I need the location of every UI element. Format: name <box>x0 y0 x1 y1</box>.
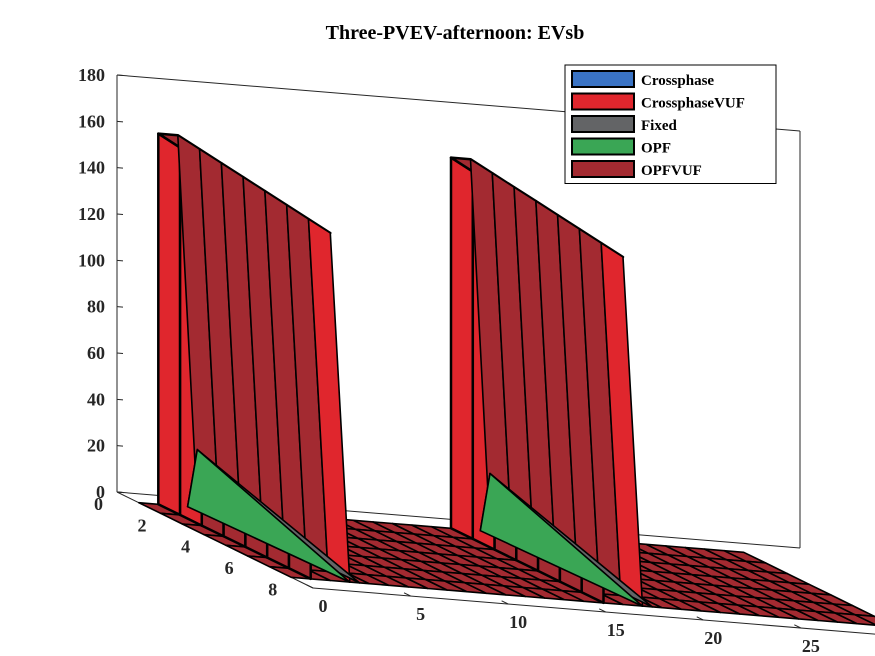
x-tick-mark <box>696 616 704 621</box>
x-tick-mark <box>403 592 411 597</box>
z-tick-mark <box>116 352 124 354</box>
z-tick-mark <box>116 74 124 76</box>
z-tick-label: 160 <box>78 111 105 131</box>
z-tick-label: 60 <box>87 343 105 363</box>
y-tick-label: 2 <box>138 515 147 535</box>
y-tick-label: 0 <box>94 494 103 514</box>
z-tick-mark <box>116 398 124 401</box>
legend-label: Crossphase <box>641 73 714 89</box>
legend-swatch <box>571 92 635 111</box>
x-tick-label: 15 <box>607 620 625 640</box>
surface-spike <box>479 472 654 608</box>
surface-wall-panel <box>449 156 475 541</box>
z-tick-label: 120 <box>78 204 105 224</box>
legend-label: OPF <box>641 141 671 157</box>
z-tick-label: 20 <box>87 436 105 456</box>
z-axis-tick-labels: 0 20 40 60 80 100 120 140 160 180 <box>78 65 124 502</box>
y-tick-label: 6 <box>225 558 234 578</box>
y-tick-mark <box>116 491 125 494</box>
surface-spike-front <box>479 472 644 607</box>
x-tick-mark <box>501 600 509 605</box>
x-tick-label: 10 <box>509 612 527 632</box>
y-tick-label: 8 <box>268 579 277 599</box>
x-tick-label: 25 <box>802 636 820 656</box>
axis-line <box>312 587 875 635</box>
y-tick-label: 4 <box>181 537 190 557</box>
legend-swatch <box>571 115 635 133</box>
legend-swatch <box>571 137 635 156</box>
z-tick-label: 0 <box>96 482 105 502</box>
surface-wall <box>449 156 644 607</box>
z-tick-label: 40 <box>87 389 105 409</box>
surface-spike <box>186 448 361 584</box>
surface-floor-cell <box>854 613 875 626</box>
surface-plot <box>138 132 875 626</box>
legend: Crossphase CrossphaseVUF Fixed OPF OPFVUF <box>564 64 777 184</box>
z-tick-label: 100 <box>78 250 105 270</box>
z-tick-label: 180 <box>78 65 105 85</box>
z-tick-mark <box>116 306 124 308</box>
z-tick-mark <box>116 445 124 447</box>
z-tick-mark <box>116 167 124 169</box>
legend-label: Fixed <box>641 118 677 134</box>
z-tick-mark <box>116 213 124 215</box>
legend-label: CrossphaseVUF <box>641 96 745 112</box>
surface-spike-front <box>186 448 351 583</box>
x-tick-mark <box>598 608 606 613</box>
legend-swatch <box>571 160 635 178</box>
x-tick-label: 5 <box>416 604 425 624</box>
z-tick-mark <box>116 120 124 123</box>
surface-wall-panel <box>157 132 182 517</box>
z-tick-label: 140 <box>78 158 105 178</box>
z-tick-mark <box>116 259 124 262</box>
z-tick-label: 80 <box>87 297 105 317</box>
legend-swatch <box>571 70 635 88</box>
x-tick-mark <box>794 624 802 629</box>
x-tick-mark <box>306 584 314 589</box>
legend-label: OPFVUF <box>641 163 702 179</box>
x-tick-label: 0 <box>319 596 328 616</box>
surface-wall <box>157 132 351 583</box>
x-tick-label: 20 <box>704 628 722 648</box>
x-axis-tick-labels: 05101520253035 <box>306 584 820 656</box>
surface-floor-cell <box>834 612 875 626</box>
chart-title: Three-PVEV-afternoon: EVsb <box>326 22 585 44</box>
